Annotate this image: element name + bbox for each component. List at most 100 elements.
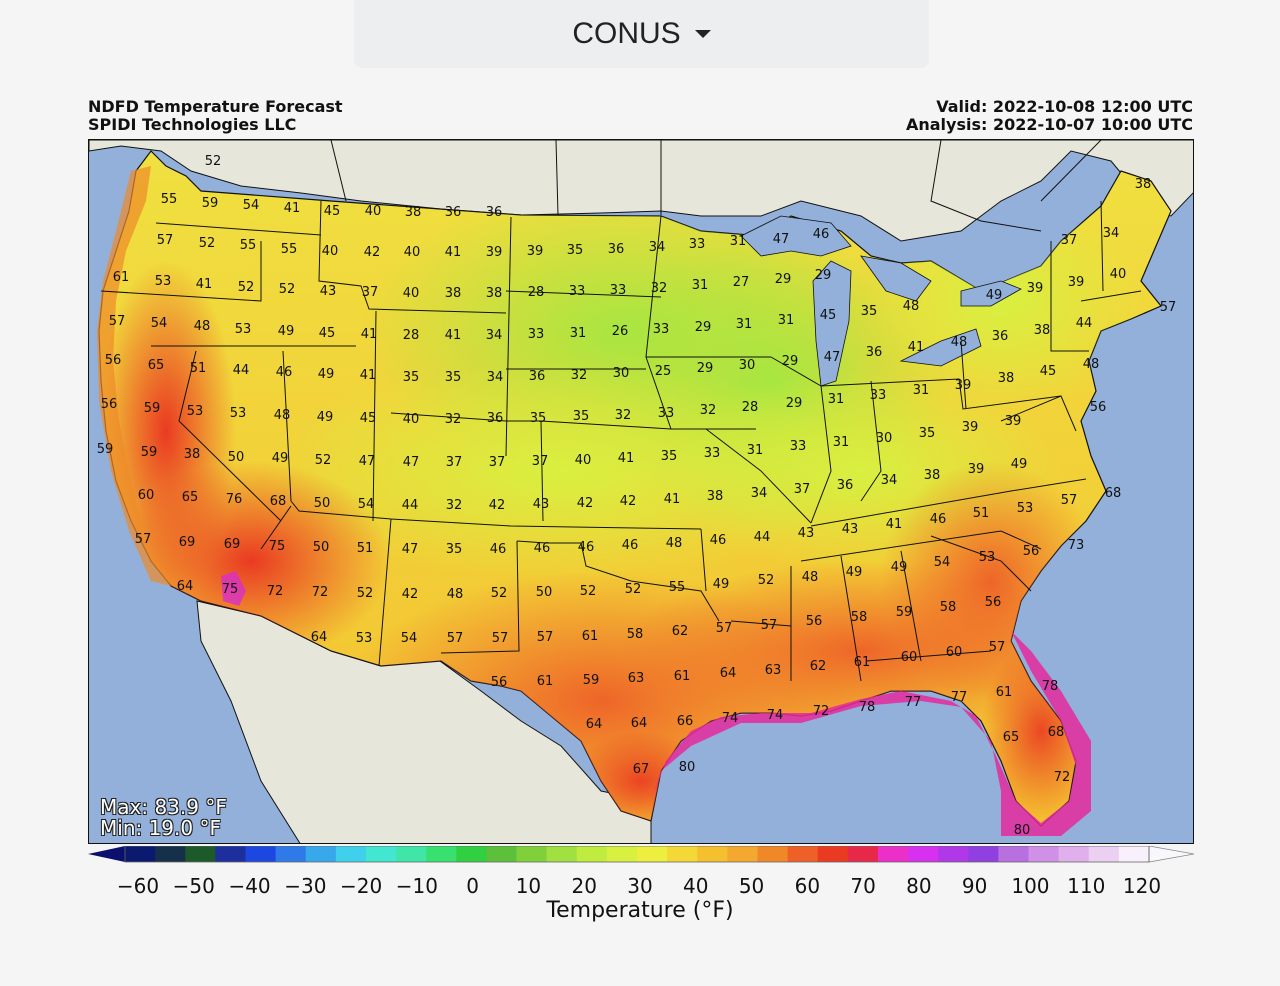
temp-label: 47 bbox=[824, 350, 841, 365]
colorbar-cell bbox=[787, 846, 819, 862]
region-dropdown-value: CONUS bbox=[572, 17, 681, 50]
temp-label: 58 bbox=[851, 610, 868, 625]
temp-label: 50 bbox=[314, 496, 331, 511]
temp-label: 37 bbox=[794, 482, 811, 497]
temp-label: 63 bbox=[765, 663, 782, 678]
temp-label: 38 bbox=[998, 371, 1015, 386]
temp-label: 73 bbox=[1068, 538, 1085, 553]
temp-label: 30 bbox=[876, 431, 893, 446]
colorbar-tick-label: 60 bbox=[794, 874, 821, 898]
temp-label: 74 bbox=[722, 711, 739, 726]
temp-label: 52 bbox=[279, 282, 296, 297]
temp-label: 35 bbox=[573, 409, 590, 424]
colorbar-cell bbox=[516, 846, 548, 862]
colorbar-tick-label: 0 bbox=[466, 874, 480, 898]
temp-label: 55 bbox=[161, 192, 178, 207]
temp-label: 48 bbox=[447, 587, 464, 602]
temp-label: 48 bbox=[1083, 357, 1100, 372]
temp-label: 76 bbox=[226, 492, 243, 507]
temp-label: 57 bbox=[492, 631, 509, 646]
temp-label: 61 bbox=[674, 669, 691, 684]
colorbar-cell bbox=[275, 846, 307, 862]
temp-label: 36 bbox=[992, 329, 1009, 344]
temp-label: 37 bbox=[489, 455, 506, 470]
temp-label: 46 bbox=[578, 540, 595, 555]
temp-label: 41 bbox=[361, 327, 378, 342]
temp-label: 43 bbox=[533, 497, 550, 512]
temp-label: 56 bbox=[105, 353, 122, 368]
colorbar-cell bbox=[968, 846, 1000, 862]
temp-label: 52 bbox=[238, 280, 255, 295]
temp-label: 41 bbox=[445, 328, 462, 343]
temp-label: 69 bbox=[179, 535, 196, 550]
temp-label: 38 bbox=[486, 286, 503, 301]
temp-label: 52 bbox=[315, 453, 332, 468]
temp-label: 29 bbox=[786, 396, 803, 411]
temp-label: 60 bbox=[901, 650, 918, 665]
temp-label: 39 bbox=[1027, 281, 1044, 296]
temp-label: 48 bbox=[802, 570, 819, 585]
valid-time: Valid: 2022-10-08 12:00 UTC bbox=[936, 97, 1193, 116]
temp-label: 31 bbox=[747, 443, 764, 458]
temp-label: 53 bbox=[230, 406, 247, 421]
temp-label: 32 bbox=[700, 403, 717, 418]
temp-label: 67 bbox=[633, 762, 650, 777]
temp-label: 52 bbox=[625, 582, 642, 597]
nw-coast-band bbox=[97, 166, 171, 586]
colorbar-cell bbox=[305, 846, 337, 862]
temp-label: 35 bbox=[661, 449, 678, 464]
colorbar-cell bbox=[667, 846, 698, 862]
temp-label: 42 bbox=[402, 587, 419, 602]
temp-label: 51 bbox=[190, 361, 207, 376]
max-temp: Max: 83.9 °F bbox=[100, 795, 227, 819]
temp-label: 28 bbox=[742, 400, 759, 415]
temp-label: 59 bbox=[202, 196, 219, 211]
temp-label: 50 bbox=[536, 585, 553, 600]
temp-label: 40 bbox=[403, 412, 420, 427]
temp-label: 63 bbox=[628, 671, 645, 686]
colorbar-cell bbox=[908, 846, 939, 862]
temp-label: 37 bbox=[1061, 233, 1078, 248]
temp-label: 38 bbox=[707, 489, 724, 504]
temp-label: 46 bbox=[930, 512, 947, 527]
temp-label: 29 bbox=[782, 354, 799, 369]
temp-label: 33 bbox=[569, 284, 586, 299]
temp-label: 59 bbox=[144, 401, 161, 416]
temp-label: 45 bbox=[1040, 364, 1057, 379]
colorbar-cell bbox=[245, 846, 277, 862]
state-boundaries bbox=[100, 200, 1142, 682]
temp-label: 44 bbox=[754, 530, 771, 545]
temp-label: 80 bbox=[679, 760, 696, 775]
temp-label: 41 bbox=[284, 201, 301, 216]
colorbar-label: Temperature (°F) bbox=[546, 898, 734, 923]
temp-label: 33 bbox=[653, 322, 670, 337]
temp-label: 35 bbox=[567, 243, 584, 258]
region-dropdown[interactable]: CONUS bbox=[354, 0, 929, 68]
temp-label: 41 bbox=[445, 245, 462, 260]
temp-label: 48 bbox=[903, 299, 920, 314]
temp-label: 49 bbox=[986, 288, 1003, 303]
temp-label: 65 bbox=[148, 358, 165, 373]
temp-label: 33 bbox=[528, 327, 545, 342]
temp-label: 51 bbox=[357, 541, 374, 556]
temp-label: 54 bbox=[934, 555, 951, 570]
temp-label: 46 bbox=[490, 542, 507, 557]
temp-label: 32 bbox=[445, 412, 462, 427]
temp-label: 36 bbox=[608, 242, 625, 257]
colorbar-cell bbox=[606, 846, 638, 862]
colorbar-tick-label: 50 bbox=[738, 874, 765, 898]
temp-label: 47 bbox=[359, 454, 376, 469]
temp-label: 29 bbox=[697, 361, 714, 376]
temp-label: 50 bbox=[228, 450, 245, 465]
temp-label: 53 bbox=[1017, 501, 1034, 516]
temp-label: 41 bbox=[908, 340, 925, 355]
temp-label: 39 bbox=[955, 378, 972, 393]
temp-label: 48 bbox=[666, 536, 683, 551]
temp-label: 72 bbox=[813, 704, 830, 719]
temp-label: 43 bbox=[798, 526, 815, 541]
temp-label: 56 bbox=[806, 614, 823, 629]
temp-label: 40 bbox=[365, 204, 382, 219]
temp-label: 74 bbox=[767, 708, 784, 723]
temp-label: 39 bbox=[1068, 275, 1085, 290]
temp-label: 69 bbox=[224, 537, 241, 552]
